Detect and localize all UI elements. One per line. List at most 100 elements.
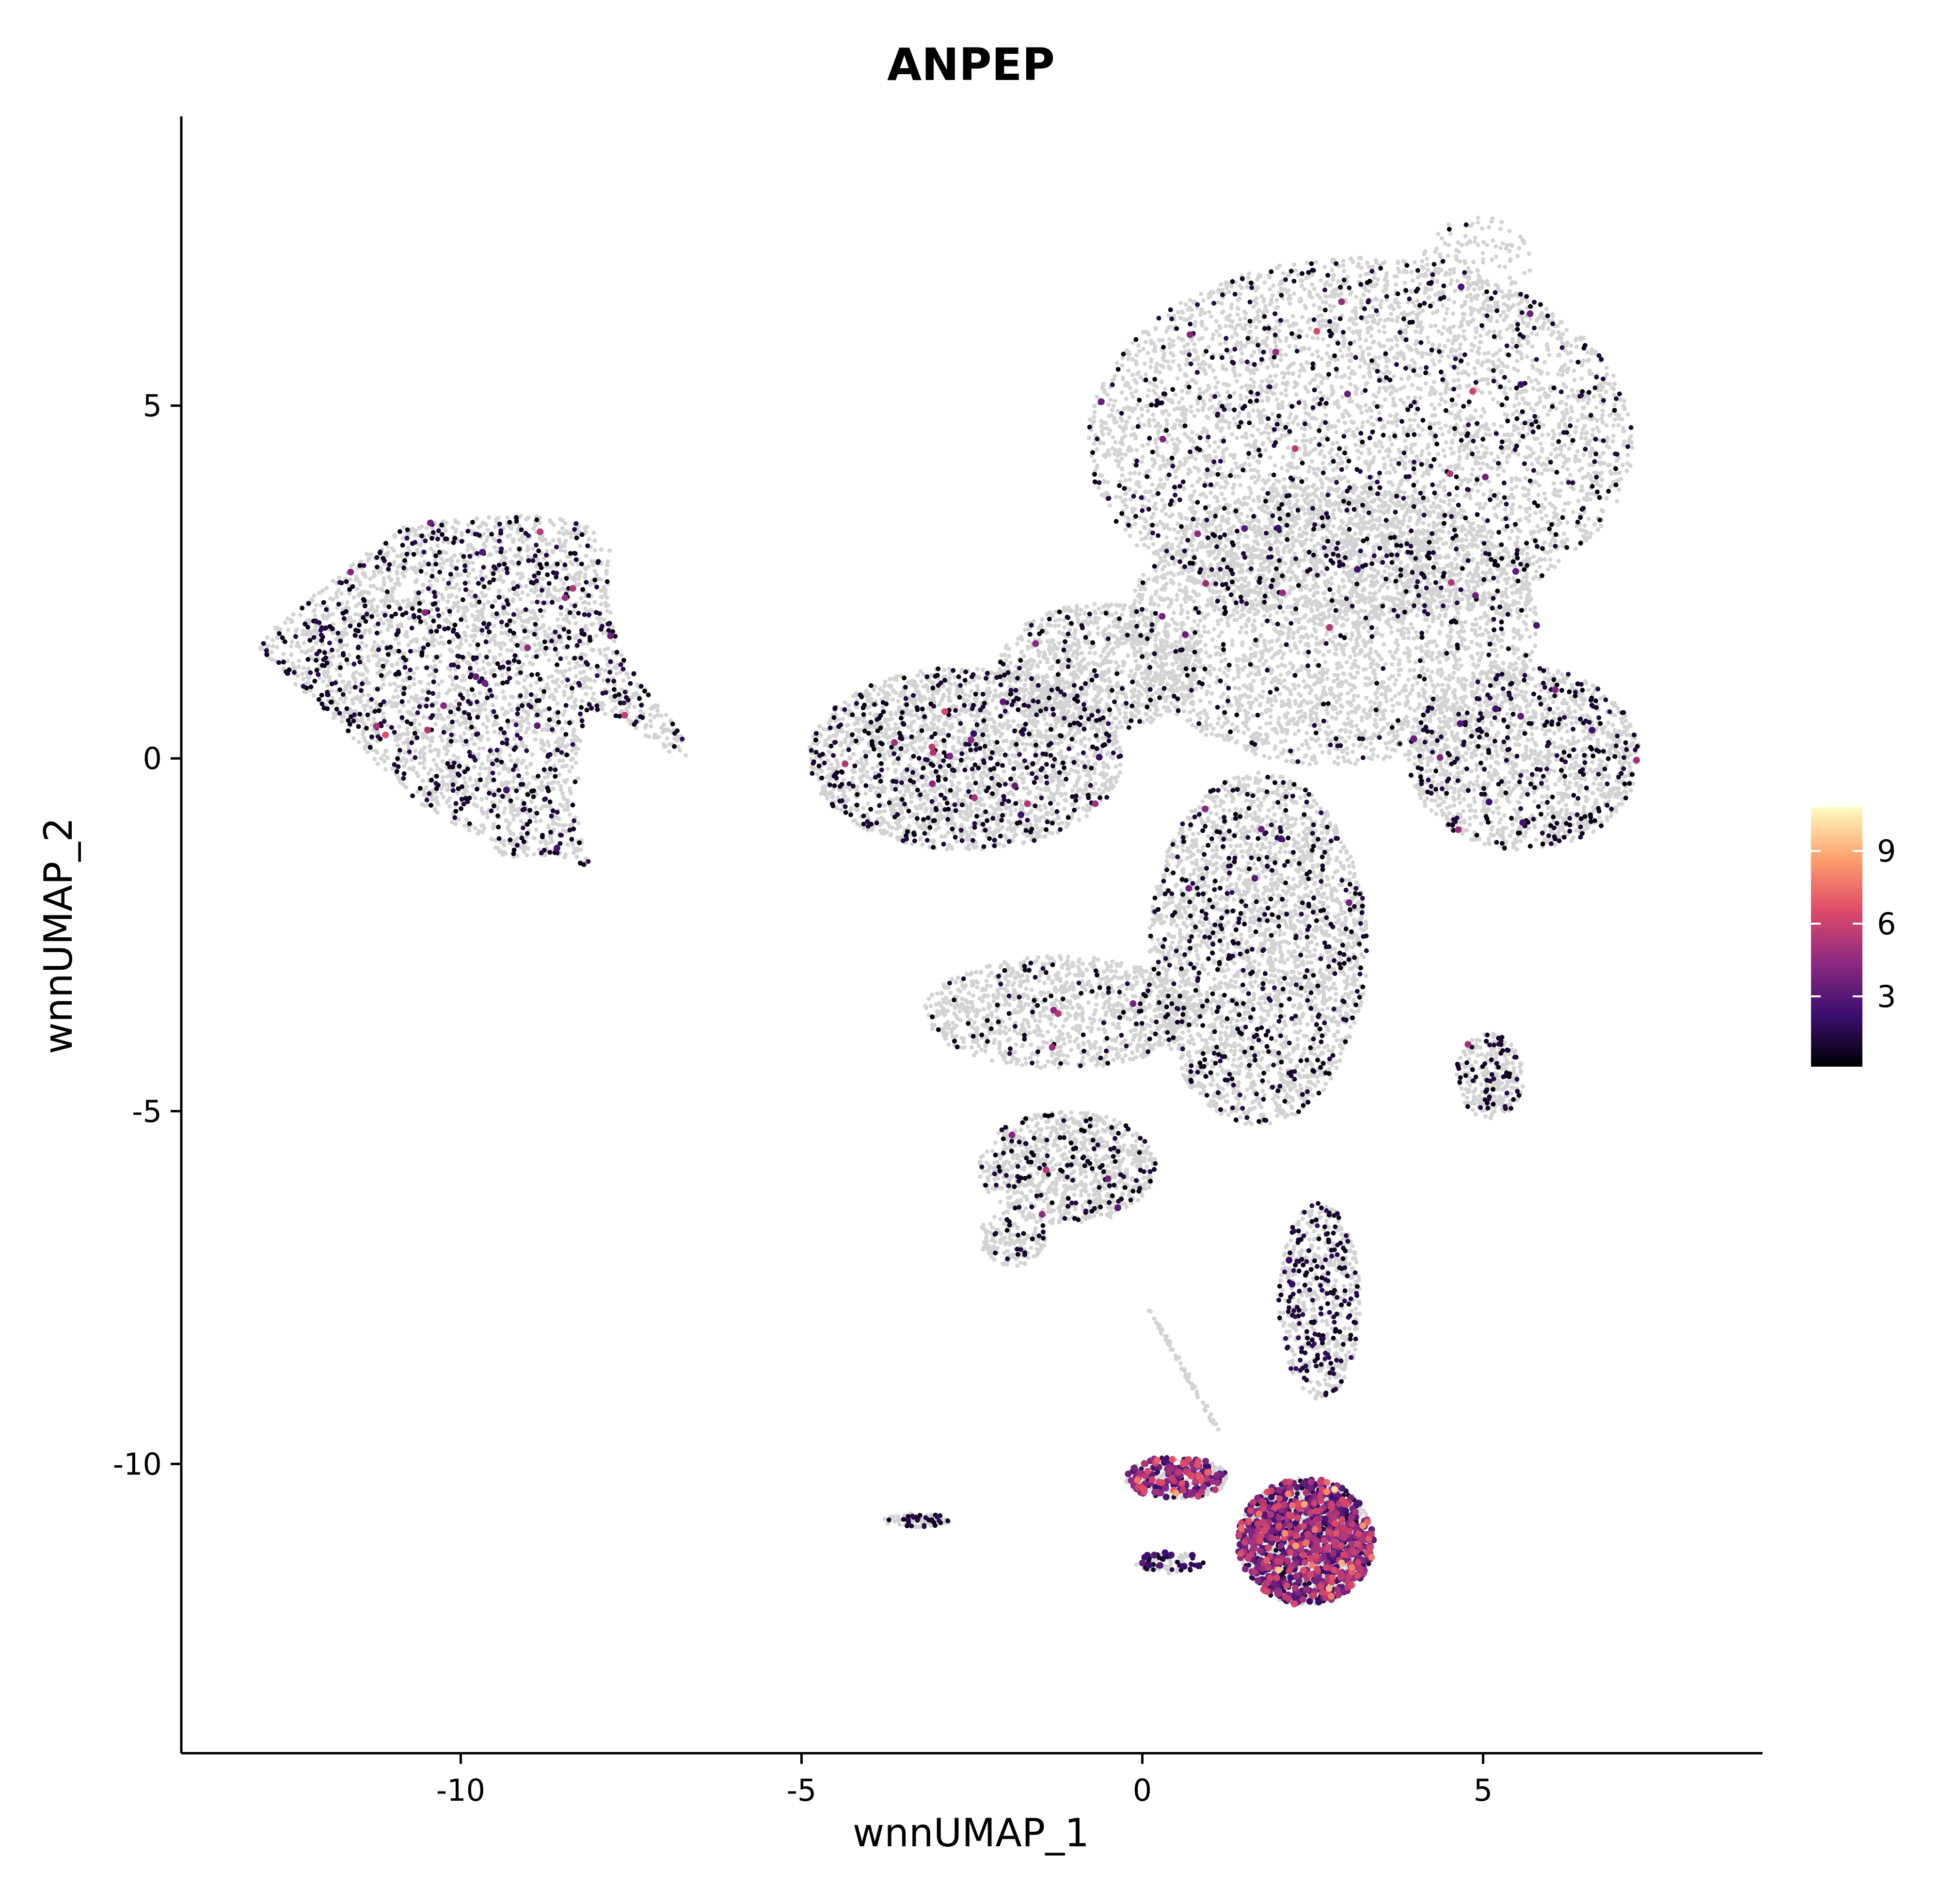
cell-point <box>525 635 530 640</box>
cell-point <box>293 682 298 687</box>
cell-point <box>307 675 311 680</box>
cell-point <box>1180 397 1184 401</box>
cell-point <box>601 678 605 683</box>
cell-point <box>613 699 617 703</box>
cell-point <box>473 626 477 630</box>
cell-point <box>1216 445 1221 449</box>
cell-point <box>1544 513 1548 518</box>
cell-point <box>381 640 385 644</box>
cell-point <box>1149 536 1153 541</box>
cell-point <box>1252 475 1256 479</box>
cell-point <box>326 665 331 670</box>
cell-point <box>406 598 410 602</box>
cell-point <box>1268 455 1272 460</box>
cell-point <box>590 648 594 652</box>
cell-point <box>1540 433 1544 437</box>
cell-point <box>412 682 416 687</box>
cell-point <box>1262 431 1267 435</box>
cell-point <box>468 643 472 647</box>
cell-point <box>1260 379 1264 384</box>
cell-point <box>312 693 316 698</box>
cell-point <box>1229 284 1234 288</box>
cell-point <box>363 628 367 633</box>
cell-point <box>473 796 477 800</box>
cell-point <box>534 819 538 824</box>
cell-point <box>1613 471 1618 475</box>
cell-point <box>584 554 588 558</box>
cell-point <box>1464 493 1468 497</box>
cell-point <box>305 649 310 654</box>
cell-point <box>296 674 300 678</box>
cell-point <box>1219 282 1223 287</box>
cell-point <box>508 533 512 538</box>
cell-point <box>1377 475 1381 480</box>
cell-point <box>1465 294 1469 299</box>
cell-point <box>459 572 463 576</box>
cell-point <box>1437 359 1442 364</box>
cell-point <box>585 525 589 529</box>
cell-point <box>1546 567 1550 572</box>
cell-point <box>1576 418 1580 423</box>
cell-point <box>341 679 345 684</box>
cell-point <box>1323 603 1328 608</box>
cell-point <box>1320 357 1324 361</box>
cell-point <box>1204 327 1208 331</box>
cell-point <box>448 743 453 748</box>
cell-point <box>1520 356 1524 361</box>
cell-point <box>289 644 293 649</box>
cell-point <box>1442 499 1446 504</box>
cell-point <box>378 657 382 662</box>
cell-point <box>479 707 483 712</box>
cell-point <box>295 627 299 632</box>
cell-point <box>1187 390 1192 394</box>
cell-point <box>300 649 304 654</box>
cell-point <box>1550 312 1555 316</box>
cell-point <box>487 649 492 654</box>
cell-point <box>1145 351 1150 355</box>
cell-point <box>464 639 468 643</box>
cell-point <box>1284 393 1288 398</box>
cell-point <box>1570 388 1574 392</box>
cell-point <box>1200 430 1205 434</box>
cell-point <box>1427 451 1431 456</box>
cell-point <box>382 753 386 757</box>
cell-point <box>1144 340 1148 344</box>
cell-point <box>497 771 501 776</box>
cell-point <box>1419 453 1424 457</box>
cell-point <box>1430 358 1435 363</box>
cell-point <box>559 640 563 644</box>
cell-point <box>297 665 301 669</box>
cell-point <box>1369 415 1373 419</box>
cell-point <box>1166 313 1171 318</box>
cell-point <box>1478 482 1483 486</box>
cell-point <box>1543 497 1548 501</box>
cell-point <box>1387 435 1392 439</box>
cell-point <box>400 571 405 576</box>
cell-point <box>428 579 432 584</box>
cell-point <box>603 648 607 652</box>
cell-point <box>558 544 563 548</box>
cell-point <box>1214 455 1218 459</box>
cell-point <box>558 517 562 521</box>
cell-point <box>1415 299 1419 303</box>
cell-point <box>1498 314 1503 318</box>
cell-point <box>455 684 459 688</box>
cell-point <box>1437 402 1442 407</box>
cell-point <box>1236 306 1240 311</box>
cell-point <box>1145 409 1150 413</box>
cell-point <box>317 591 321 595</box>
cell-point <box>1460 467 1464 471</box>
cell-point <box>268 656 272 661</box>
cell-point <box>322 672 326 676</box>
cell-point <box>652 735 656 739</box>
cell-point <box>1270 361 1274 366</box>
cell-point <box>1596 528 1600 532</box>
cell-point <box>1519 343 1523 348</box>
cell-point <box>1321 444 1326 448</box>
cell-point <box>1328 304 1332 308</box>
cell-point <box>403 751 407 755</box>
cell-point <box>448 674 452 679</box>
cell-point <box>447 804 452 809</box>
cell-point <box>1572 368 1576 373</box>
cell-point <box>1268 287 1272 291</box>
